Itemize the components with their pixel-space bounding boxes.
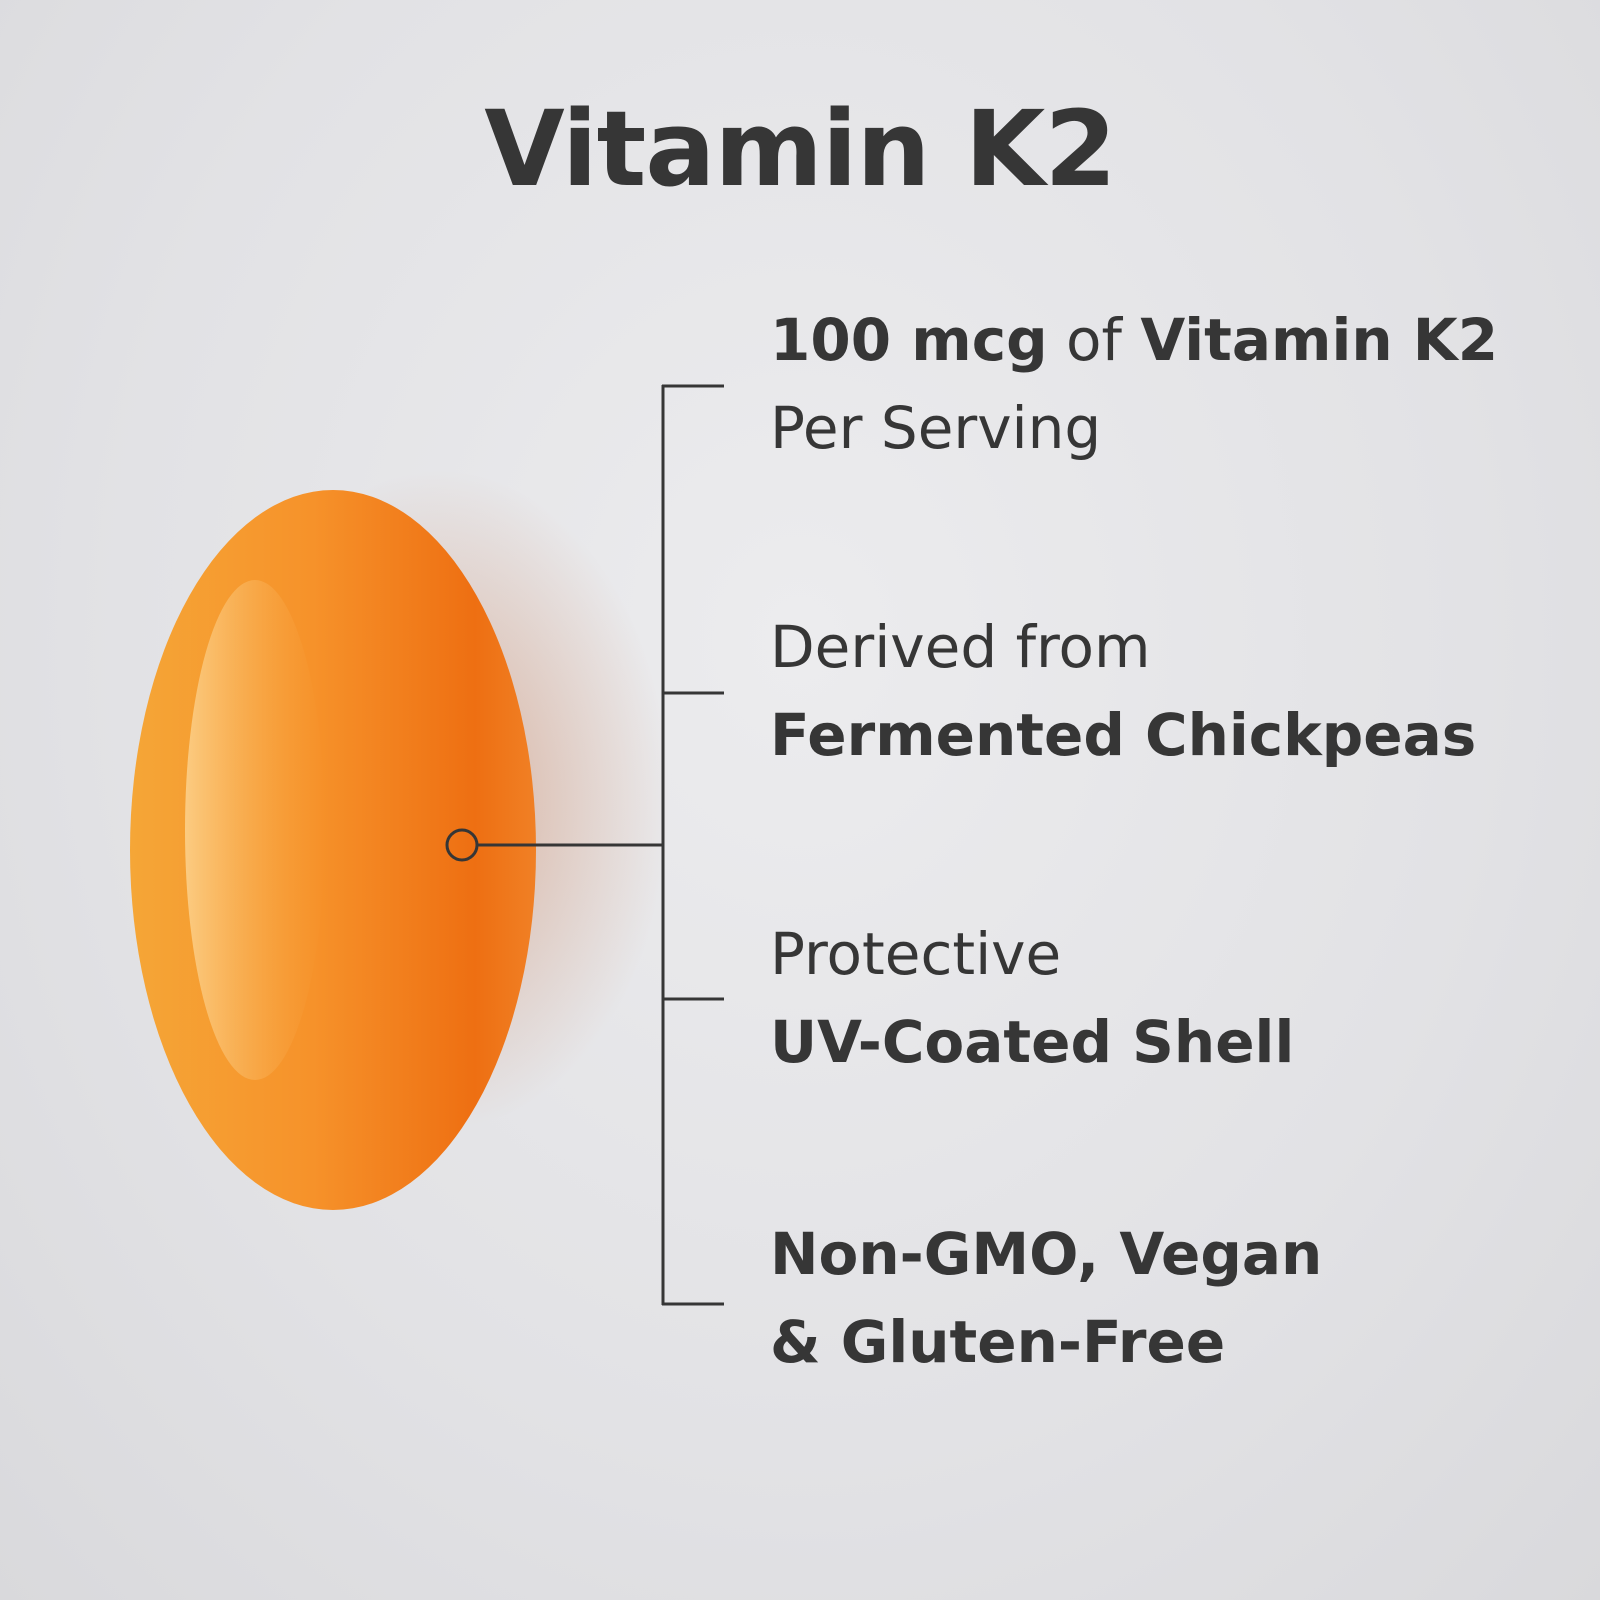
- page-title: Vitamin K2: [484, 88, 1116, 210]
- dosage-nutrient: Vitamin K2: [1140, 306, 1499, 374]
- feature-dietary: Non-GMO, Vegan & Gluten-Free: [770, 1210, 1322, 1386]
- source-line2: Fermented Chickpeas: [770, 701, 1477, 769]
- dosage-of: of: [1047, 306, 1141, 374]
- dietary-line1: Non-GMO, Vegan: [770, 1220, 1323, 1288]
- dosage-per-serving: Per Serving: [770, 394, 1102, 462]
- feature-dosage: 100 mcg of Vitamin K2 Per Serving: [770, 296, 1498, 472]
- dietary-line2: & Gluten-Free: [770, 1308, 1226, 1376]
- pill-highlight: [185, 580, 325, 1080]
- feature-shell: Protective UV-Coated Shell: [770, 910, 1294, 1086]
- shell-line1: Protective: [770, 920, 1062, 988]
- source-line1: Derived from: [770, 613, 1151, 681]
- dosage-amount: 100 mcg: [770, 306, 1048, 374]
- shell-line2: UV-Coated Shell: [770, 1008, 1295, 1076]
- feature-source: Derived from Fermented Chickpeas: [770, 603, 1476, 779]
